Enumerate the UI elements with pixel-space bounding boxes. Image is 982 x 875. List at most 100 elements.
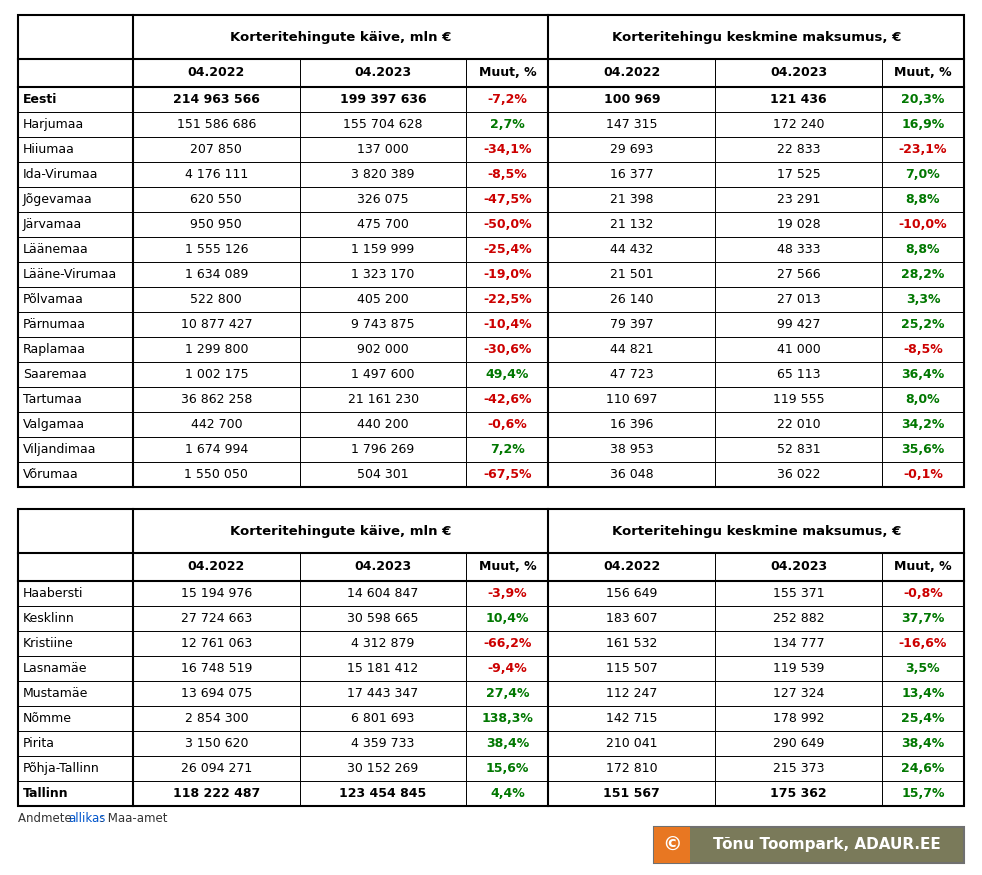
Text: 25,2%: 25,2% — [901, 318, 945, 331]
Text: Muut, %: Muut, % — [478, 561, 536, 573]
Text: 156 649: 156 649 — [606, 587, 658, 600]
Text: -0,1%: -0,1% — [903, 468, 943, 481]
Text: 10 877 427: 10 877 427 — [181, 318, 252, 331]
Text: 522 800: 522 800 — [191, 293, 243, 306]
Text: 36 022: 36 022 — [777, 468, 820, 481]
Text: 172 810: 172 810 — [606, 762, 658, 775]
Text: 44 432: 44 432 — [610, 243, 654, 256]
Text: -3,9%: -3,9% — [488, 587, 527, 600]
Text: 1 497 600: 1 497 600 — [352, 368, 414, 381]
Text: 17 525: 17 525 — [777, 168, 821, 181]
Text: -8,5%: -8,5% — [903, 343, 943, 356]
Text: 137 000: 137 000 — [357, 143, 409, 156]
Text: 30 598 665: 30 598 665 — [348, 612, 419, 625]
Text: 22 010: 22 010 — [777, 418, 820, 431]
Text: 151 586 686: 151 586 686 — [177, 118, 256, 131]
Text: 36 048: 36 048 — [610, 468, 654, 481]
Text: 25,4%: 25,4% — [901, 712, 945, 725]
Bar — [18, 509, 964, 806]
Text: 34,2%: 34,2% — [901, 418, 945, 431]
Text: Tallinn: Tallinn — [23, 787, 69, 800]
Text: 3 820 389: 3 820 389 — [352, 168, 414, 181]
Text: 4 359 733: 4 359 733 — [352, 737, 414, 750]
Text: 118 222 487: 118 222 487 — [173, 787, 260, 800]
Text: 1 634 089: 1 634 089 — [185, 268, 248, 281]
Text: 100 969: 100 969 — [604, 93, 660, 106]
Text: 04.2022: 04.2022 — [188, 66, 245, 80]
Text: 134 777: 134 777 — [773, 637, 825, 650]
Text: Haabersti: Haabersti — [23, 587, 83, 600]
Text: 15,7%: 15,7% — [901, 787, 945, 800]
Text: 252 882: 252 882 — [773, 612, 825, 625]
Text: 65 113: 65 113 — [777, 368, 820, 381]
Text: 183 607: 183 607 — [606, 612, 658, 625]
Text: 8,8%: 8,8% — [905, 243, 940, 256]
Text: -22,5%: -22,5% — [483, 293, 532, 306]
Text: 35,6%: 35,6% — [901, 443, 945, 456]
Text: 41 000: 41 000 — [777, 343, 821, 356]
Text: 115 507: 115 507 — [606, 662, 658, 675]
Text: 405 200: 405 200 — [357, 293, 409, 306]
Text: 8,8%: 8,8% — [905, 193, 940, 206]
Text: ©: © — [662, 836, 682, 855]
Text: 27 724 663: 27 724 663 — [181, 612, 252, 625]
Text: Mustamäe: Mustamäe — [23, 687, 88, 700]
Text: Võrumaa: Võrumaa — [23, 468, 79, 481]
Text: 504 301: 504 301 — [357, 468, 409, 481]
Text: 04.2023: 04.2023 — [770, 66, 827, 80]
Text: Raplamaa: Raplamaa — [23, 343, 86, 356]
Text: 52 831: 52 831 — [777, 443, 820, 456]
Text: 16 748 519: 16 748 519 — [181, 662, 252, 675]
Text: 04.2023: 04.2023 — [770, 561, 827, 573]
Text: 475 700: 475 700 — [357, 218, 409, 231]
Text: 15,6%: 15,6% — [486, 762, 529, 775]
Text: 2 854 300: 2 854 300 — [185, 712, 248, 725]
Text: 26 140: 26 140 — [610, 293, 654, 306]
Bar — [654, 827, 964, 863]
Text: 326 075: 326 075 — [357, 193, 409, 206]
Text: Lääne-Virumaa: Lääne-Virumaa — [23, 268, 117, 281]
Text: Ida-Virumaa: Ida-Virumaa — [23, 168, 98, 181]
Text: 1 555 126: 1 555 126 — [185, 243, 248, 256]
Text: Tartumaa: Tartumaa — [23, 393, 82, 406]
Text: 37,7%: 37,7% — [901, 612, 945, 625]
Text: 119 539: 119 539 — [773, 662, 824, 675]
Text: 119 555: 119 555 — [773, 393, 825, 406]
Text: Kesklinn: Kesklinn — [23, 612, 75, 625]
Text: -9,4%: -9,4% — [488, 662, 527, 675]
Text: 16 377: 16 377 — [610, 168, 654, 181]
Text: 127 324: 127 324 — [773, 687, 824, 700]
Text: 4 176 111: 4 176 111 — [185, 168, 248, 181]
Text: 175 362: 175 362 — [770, 787, 827, 800]
Text: -8,5%: -8,5% — [488, 168, 527, 181]
Text: 151 567: 151 567 — [604, 787, 660, 800]
Text: 950 950: 950 950 — [191, 218, 243, 231]
Text: 20,3%: 20,3% — [901, 93, 945, 106]
Text: 04.2023: 04.2023 — [355, 561, 411, 573]
Text: -7,2%: -7,2% — [487, 93, 527, 106]
Text: 110 697: 110 697 — [606, 393, 658, 406]
Text: 155 704 628: 155 704 628 — [344, 118, 423, 131]
Text: -42,6%: -42,6% — [483, 393, 531, 406]
Text: Tõnu Toompark, ADAUR.EE: Tõnu Toompark, ADAUR.EE — [713, 837, 941, 852]
Text: 49,4%: 49,4% — [486, 368, 529, 381]
Text: Korteritehingute käive, mln €: Korteritehingute käive, mln € — [230, 31, 452, 44]
Text: Läänemaa: Läänemaa — [23, 243, 88, 256]
Text: Järvamaa: Järvamaa — [23, 218, 82, 231]
Text: : Maa-amet: : Maa-amet — [100, 812, 168, 825]
Text: -25,4%: -25,4% — [483, 243, 532, 256]
Bar — [18, 15, 964, 487]
Text: -10,0%: -10,0% — [899, 218, 948, 231]
Text: 28,2%: 28,2% — [901, 268, 945, 281]
Text: 26 094 271: 26 094 271 — [181, 762, 252, 775]
Text: 29 693: 29 693 — [610, 143, 654, 156]
Text: -23,1%: -23,1% — [899, 143, 948, 156]
Text: 902 000: 902 000 — [357, 343, 409, 356]
Text: 38,4%: 38,4% — [901, 737, 945, 750]
Text: 48 333: 48 333 — [777, 243, 820, 256]
Text: 155 371: 155 371 — [773, 587, 825, 600]
Text: 21 161 230: 21 161 230 — [348, 393, 418, 406]
Text: 142 715: 142 715 — [606, 712, 658, 725]
Text: Nõmme: Nõmme — [23, 712, 72, 725]
Text: 16 396: 16 396 — [610, 418, 654, 431]
